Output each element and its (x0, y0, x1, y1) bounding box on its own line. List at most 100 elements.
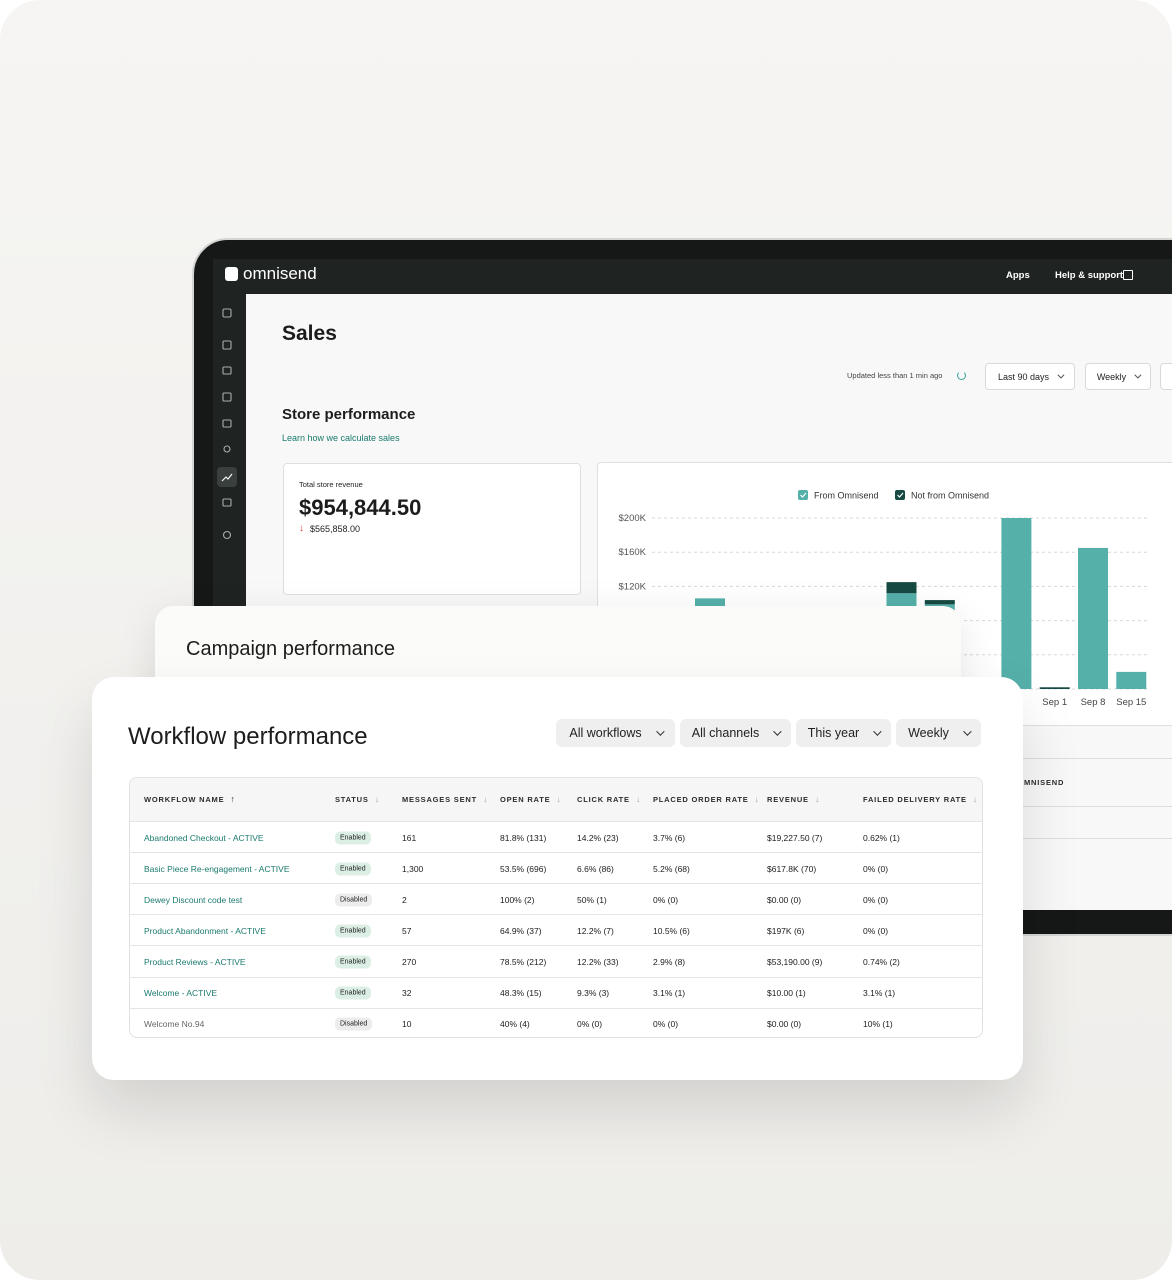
workflow-link[interactable]: Dewey Discount code test (144, 894, 243, 905)
table-cell: 50% (1) (577, 894, 607, 905)
table-cell: $0.00 (0) (767, 894, 802, 905)
table-cell: 12.2% (33) (577, 956, 619, 967)
table-cell: 2 (402, 894, 407, 905)
table-cell: 0% (0) (863, 863, 889, 874)
status-badge: Enabled (335, 986, 371, 1000)
column-header[interactable]: STATUS (335, 778, 379, 821)
table-cell: $0.00 (0) (767, 1019, 802, 1030)
table-cell: 0% (0) (863, 894, 889, 905)
table-cell: 1,300 (402, 863, 424, 874)
bar (1116, 671, 1147, 689)
column-header[interactable]: FAILED DELIVERY RATE (863, 778, 977, 821)
table-cell: 12.2% (7) (577, 925, 614, 936)
table-row: Welcome No.94 Disabled 10 40% (4) 0% (0) 0% (… (130, 1007, 982, 1037)
table-line (1000, 806, 1172, 807)
nav-link[interactable]: Help & support (1055, 270, 1124, 281)
legend-swatch (895, 490, 905, 500)
x-tick-label: Sep 1 (1042, 697, 1067, 708)
updated-text: Updated less than 1 min ago (847, 371, 943, 380)
revenue-change: $565,858.00 (310, 524, 361, 534)
column-header[interactable]: PLACED ORDER RATE (653, 778, 759, 821)
table-row: Product Abandonment - ACTIVE Enabled 57 64.… (130, 914, 982, 946)
filter-dropdown[interactable]: Weekly (896, 719, 981, 747)
section-title: Store performance (282, 406, 416, 423)
icons (221, 308, 233, 540)
workflow-title: Workflow performance (128, 723, 368, 750)
table-cell: 78.5% (212) (500, 956, 547, 967)
help-link[interactable]: Learn how we calculate sales (282, 433, 400, 443)
down-arrow: ↓ (299, 523, 304, 534)
table-cell: 161 (402, 832, 417, 843)
table-cell: 81.8% (131) (500, 832, 547, 843)
table-cell: 10% (1) (863, 1019, 893, 1030)
workflow-link[interactable]: Welcome No.94 (144, 1019, 205, 1030)
nav-link[interactable]: Apps (1006, 270, 1030, 281)
column-header[interactable]: WORKFLOW NAME (144, 778, 235, 821)
table-line (1000, 838, 1172, 839)
table-cell: 10.5% (6) (653, 925, 690, 936)
top-bar (213, 259, 1172, 294)
column-header[interactable]: CLICK RATE (577, 778, 640, 821)
bar (1078, 547, 1108, 689)
column-header[interactable]: REVENUE (767, 778, 819, 821)
legend-check (897, 492, 904, 498)
active-item (217, 467, 237, 487)
table-cell: 0.62% (1) (863, 832, 900, 843)
table-head: WORKFLOW NAME STATUS MESSAGES SENT OPEN RAT… (130, 778, 982, 821)
table-row: Product Reviews - ACTIVE Enabled 270 78.5% … (130, 945, 982, 977)
revenue-label: Total store revenue (299, 480, 363, 489)
interval-filter[interactable]: Weekly (1085, 363, 1151, 390)
legend-label: From Omnisend (814, 491, 879, 501)
filter-dropdown[interactable]: This year (796, 719, 891, 747)
table-row: Dewey Discount code test Disabled 2 100% (2… (130, 883, 982, 915)
status-badge: Disabled (335, 893, 373, 907)
y-tick-label: $120K (619, 581, 647, 592)
bar (1039, 687, 1070, 689)
column-header[interactable]: MESSAGES SENT (402, 778, 488, 821)
table-cell: 40% (4) (500, 1019, 530, 1030)
table-cell: 3.1% (1) (653, 988, 686, 998)
table-cell: 6.6% (86) (577, 863, 614, 874)
bar (886, 582, 917, 594)
table-row: Basic Piece Re-engagement - ACTIVE Enable… (130, 852, 982, 884)
table-cell: 10 (402, 1019, 412, 1030)
filter-dropdown[interactable]: All channels (680, 719, 791, 747)
table-cell: 0% (0) (863, 925, 889, 936)
table-cell: 100% (2) (500, 894, 535, 905)
legend-check (800, 492, 807, 498)
revenue-card (283, 463, 581, 595)
table-cell: 9.3% (3) (577, 988, 610, 998)
table-cell: 0% (0) (653, 894, 679, 905)
campaign-title: Campaign performance (186, 638, 395, 660)
workflow-link[interactable]: Product Abandonment - ACTIVE (144, 925, 266, 936)
table-cell: 2.9% (8) (653, 956, 686, 967)
workflow-link[interactable]: Welcome - ACTIVE (144, 988, 218, 998)
table-cell: $617.8K (70) (767, 863, 817, 874)
date-filter[interactable]: Last 90 days (985, 363, 1075, 390)
status-badge: Enabled (335, 862, 371, 876)
filter-dropdown[interactable]: All workflows (556, 719, 675, 747)
table-cell: 57 (402, 925, 412, 936)
workflow-link[interactable]: Basic Piece Re-engagement - ACTIVE (144, 863, 290, 874)
table-cell: $10.00 (1) (767, 988, 806, 998)
refresh-icon[interactable] (957, 371, 966, 380)
table-row: Abandoned Checkout - ACTIVE Enabled 161 81.… (130, 821, 982, 853)
status-badge: Disabled (335, 1017, 373, 1031)
revenue-value: $954,844.50 (299, 495, 422, 520)
filter-edge (1160, 363, 1172, 390)
sidebar-icons (217, 308, 237, 540)
column-header[interactable]: OPEN RATE (500, 778, 561, 821)
table-cell: 3.7% (6) (653, 832, 686, 843)
table-cell: 53.5% (696) (500, 863, 547, 874)
table-cell: 0.74% (2) (863, 956, 900, 967)
brand: omnisend (243, 264, 317, 283)
table-cell: $19,227.50 (7) (767, 832, 823, 843)
x-tick-label: Sep 8 (1081, 697, 1106, 708)
y-tick-label: $200K (619, 513, 647, 524)
workflow-link[interactable]: Abandoned Checkout - ACTIVE (144, 832, 264, 843)
table-line (1000, 758, 1172, 759)
table-cell: 14.2% (23) (577, 832, 619, 843)
workflow-link[interactable]: Product Reviews - ACTIVE (144, 956, 246, 967)
table-row: Welcome - ACTIVE Enabled 32 48.3% (15) 9.3% … (130, 976, 982, 1009)
